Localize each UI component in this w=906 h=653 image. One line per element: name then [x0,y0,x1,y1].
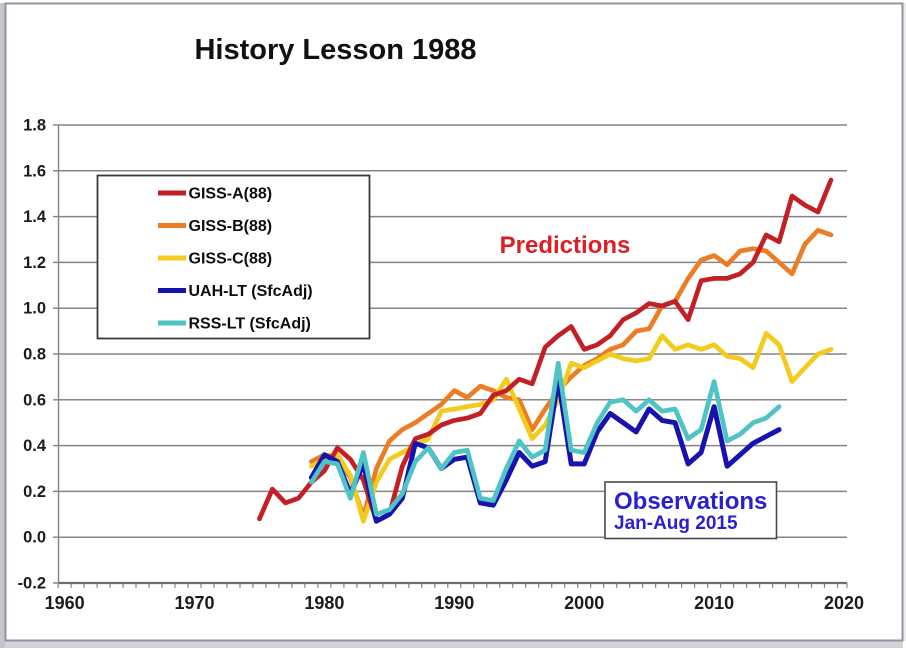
svg-text:1990: 1990 [434,593,474,613]
svg-text:0.0: 0.0 [23,529,46,547]
svg-text:0.2: 0.2 [23,483,46,501]
svg-text:2010: 2010 [694,593,734,613]
svg-text:1.2: 1.2 [23,254,46,272]
svg-text:-0.2: -0.2 [18,575,46,593]
svg-text:1.8: 1.8 [23,117,46,135]
svg-text:Jan-Aug 2015: Jan-Aug 2015 [614,513,738,534]
svg-text:1980: 1980 [304,593,344,613]
svg-text:1960: 1960 [45,593,85,613]
svg-text:0.4: 0.4 [23,437,47,455]
svg-text:1.6: 1.6 [23,162,46,180]
svg-text:1.0: 1.0 [23,300,46,318]
svg-text:1970: 1970 [174,593,214,613]
svg-text:0.8: 0.8 [23,346,46,364]
svg-text:History Lesson 1988: History Lesson 1988 [194,34,476,66]
svg-text:GISS-C(88): GISS-C(88) [189,251,273,268]
svg-text:2020: 2020 [824,593,864,613]
svg-text:Observations: Observations [614,488,767,515]
svg-text:1.4: 1.4 [23,208,47,226]
svg-text:RSS-LT (SfcAdj): RSS-LT (SfcAdj) [189,316,311,333]
svg-text:2000: 2000 [564,593,604,613]
svg-text:UAH-LT (SfcAdj): UAH-LT (SfcAdj) [189,283,313,300]
svg-text:Predictions: Predictions [500,232,631,259]
svg-text:0.6: 0.6 [23,391,46,409]
svg-text:GISS-B(88): GISS-B(88) [189,218,273,235]
svg-text:GISS-A(88): GISS-A(88) [189,186,273,203]
